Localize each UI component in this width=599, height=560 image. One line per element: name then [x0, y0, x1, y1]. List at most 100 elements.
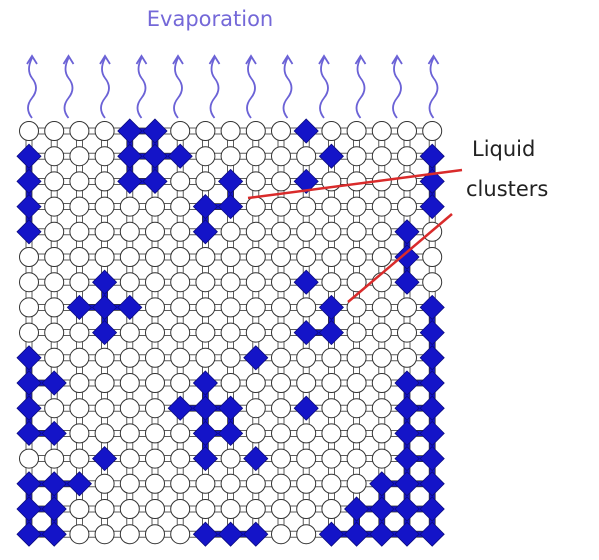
empty-pore [95, 525, 114, 544]
empty-pore [171, 474, 190, 493]
empty-pore [146, 449, 165, 468]
empty-pore [322, 424, 341, 443]
empty-pore [45, 399, 64, 418]
empty-pore [146, 500, 165, 519]
empty-pore [70, 147, 89, 166]
empty-pore [246, 273, 265, 292]
liquid-pore [67, 472, 91, 496]
empty-pore [272, 147, 291, 166]
liquid-pore [319, 522, 343, 546]
empty-pore [322, 197, 341, 216]
empty-pore [272, 399, 291, 418]
empty-pore [322, 449, 341, 468]
liquid-pore [42, 497, 66, 521]
empty-pore [95, 500, 114, 519]
empty-pore [95, 197, 114, 216]
empty-pore [20, 248, 39, 267]
empty-pore [146, 248, 165, 267]
arrow [174, 58, 182, 118]
empty-pore [272, 525, 291, 544]
empty-pore [120, 424, 139, 443]
liquid-pore [420, 472, 444, 496]
empty-pore [322, 248, 341, 267]
empty-pore [272, 122, 291, 141]
empty-pore [372, 222, 391, 241]
liquid-pore [17, 169, 41, 193]
liquid-pore [17, 346, 41, 370]
empty-pore [171, 222, 190, 241]
liquid-pore [420, 371, 444, 395]
empty-pore [146, 197, 165, 216]
empty-pore [70, 197, 89, 216]
liquid-pore [395, 245, 419, 269]
empty-pore [372, 122, 391, 141]
empty-pore [272, 474, 291, 493]
liquid-pore [93, 270, 117, 294]
empty-pore [221, 222, 240, 241]
empty-pore [347, 172, 366, 191]
empty-pore [272, 248, 291, 267]
liquid-pore [93, 447, 117, 471]
liquid-pore [345, 497, 369, 521]
empty-pore [272, 323, 291, 342]
empty-pore [171, 500, 190, 519]
empty-pore [246, 222, 265, 241]
empty-pore [70, 273, 89, 292]
empty-pore [423, 122, 442, 141]
liquid-pore [395, 522, 419, 546]
liquid-pore [420, 447, 444, 471]
empty-pore [70, 172, 89, 191]
empty-pore [221, 248, 240, 267]
arrow [138, 58, 146, 118]
empty-pore [120, 273, 139, 292]
liquid-pore [395, 497, 419, 521]
empty-pore [297, 424, 316, 443]
liquid-pore [118, 144, 142, 168]
empty-pore [221, 298, 240, 317]
liquid-pore [67, 295, 91, 319]
liquid-pore [219, 396, 243, 420]
liquid-pore [193, 371, 217, 395]
empty-pore [297, 374, 316, 393]
empty-pore [171, 424, 190, 443]
liquid-pore [395, 396, 419, 420]
empty-pore [398, 172, 417, 191]
liquid-pore [219, 522, 243, 546]
empty-pore [146, 474, 165, 493]
liquid-pore [420, 295, 444, 319]
empty-pore [95, 122, 114, 141]
empty-pore [372, 424, 391, 443]
empty-pore [45, 122, 64, 141]
empty-pore [246, 474, 265, 493]
empty-pore [171, 449, 190, 468]
title: Evaporation [147, 7, 273, 31]
liquid-pore [42, 472, 66, 496]
liquid-pore [294, 119, 318, 143]
pore-network [17, 119, 444, 546]
empty-pore [146, 323, 165, 342]
empty-pore [171, 525, 190, 544]
empty-pore [196, 474, 215, 493]
empty-pore [246, 248, 265, 267]
empty-pore [372, 273, 391, 292]
empty-pore [196, 273, 215, 292]
empty-pore [70, 449, 89, 468]
empty-pore [45, 147, 64, 166]
liquid-pore [244, 447, 268, 471]
liquid-pore [42, 421, 66, 445]
liquid-pore [193, 220, 217, 244]
empty-pore [146, 525, 165, 544]
empty-pore [347, 323, 366, 342]
empty-pore [246, 500, 265, 519]
liquid-pore [17, 497, 41, 521]
empty-pore [322, 374, 341, 393]
liquid-pore [17, 195, 41, 219]
empty-pore [146, 374, 165, 393]
annotation-line: Liquid [472, 137, 535, 161]
empty-pore [398, 323, 417, 342]
empty-pore [146, 424, 165, 443]
empty-pore [372, 298, 391, 317]
empty-pore [272, 374, 291, 393]
empty-pore [95, 374, 114, 393]
empty-pore [171, 122, 190, 141]
